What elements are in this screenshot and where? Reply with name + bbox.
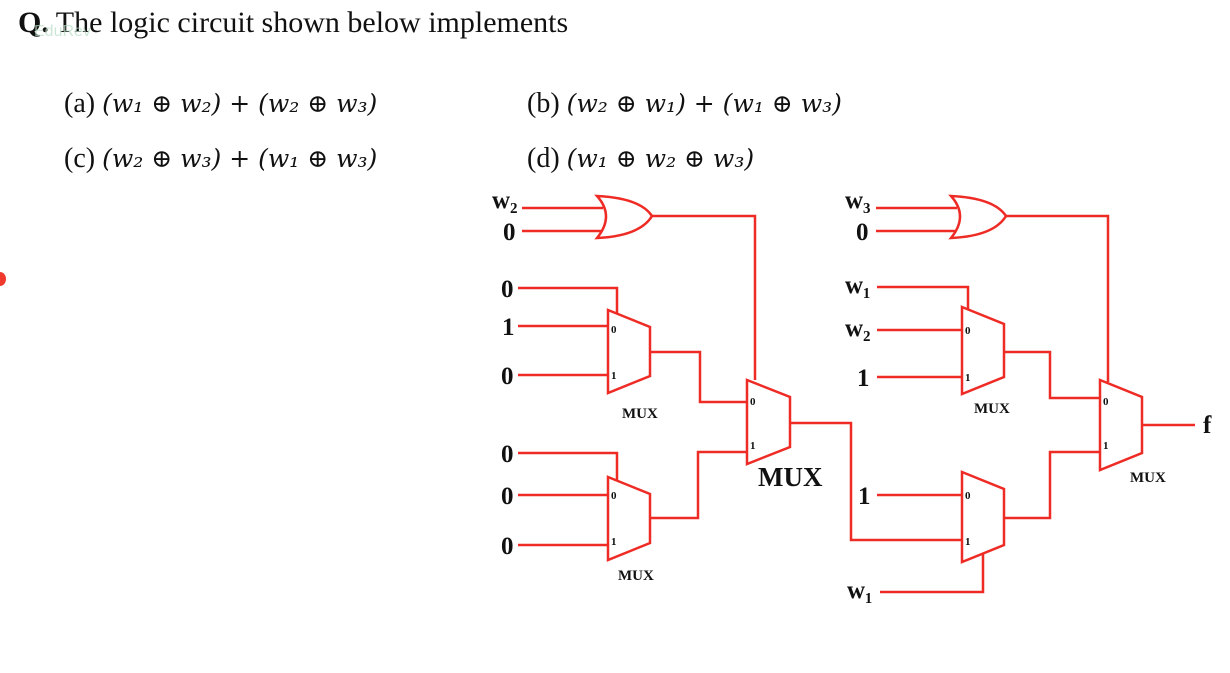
- option-b-key: (b): [527, 88, 560, 119]
- question: Q. The logic circuit shown below impleme…: [18, 6, 568, 40]
- pin-labels: 0 1 0 1 0 1 0 1 0 1 0 1: [611, 324, 1109, 548]
- option-a-key: (a): [64, 88, 96, 119]
- input-muxD-in1: 1: [857, 365, 870, 392]
- input-muxE-in0: 1: [858, 483, 871, 510]
- mux-labels: MUX MUX MUX MUX MUX: [618, 401, 1166, 584]
- wires: [518, 206, 1195, 594]
- wire-muxB-out: [650, 450, 747, 520]
- input-muxA-sel: 0: [501, 276, 514, 303]
- mux-c-pin1: 1: [750, 440, 756, 452]
- wire-or2-out: [1006, 214, 1110, 382]
- mux-f-pin0: 0: [1103, 396, 1109, 408]
- wire-muxB-sel: [518, 451, 619, 482]
- mux-d-pin1: 1: [965, 372, 971, 384]
- mux-a-label: MUX: [622, 406, 658, 422]
- option-b[interactable]: (b) (w₂ ⊕ w₁) + (w₁ ⊕ w₃): [527, 88, 842, 120]
- input-or2-b: 0: [856, 219, 869, 246]
- input-or1-a: w₂: [492, 187, 518, 214]
- input-muxD-in0: w₂: [845, 315, 871, 342]
- input-muxD-sel: w₁: [845, 272, 871, 299]
- or-gate-2: [948, 194, 1008, 240]
- mux-a-pin0: 0: [611, 324, 617, 336]
- wire-muxA-out: [650, 350, 747, 404]
- wire-muxE-sel: [880, 552, 985, 594]
- option-a[interactable]: (a) (w₁ ⊕ w₂) + (w₂ ⊕ w₃): [64, 88, 377, 120]
- watermark: EduRev: [34, 23, 91, 40]
- mux-b-pin1: 1: [611, 536, 617, 548]
- option-b-expression: (w₂ ⊕ w₁) + (w₁ ⊕ w₃): [566, 89, 842, 118]
- mux-e-pin0: 0: [965, 490, 971, 502]
- wire-muxE-out: [1004, 450, 1100, 520]
- mux-a: [606, 308, 652, 395]
- input-muxB-in1: 0: [501, 533, 514, 560]
- output-label: f: [1203, 412, 1212, 439]
- wire-muxC-out: [790, 421, 962, 542]
- mux-c: [745, 378, 792, 466]
- mux-e-pin1: 1: [965, 536, 971, 548]
- mux-c-label: MUX: [758, 462, 823, 492]
- input-muxB-in0: 0: [501, 483, 514, 510]
- input-or1-b: 0: [503, 219, 516, 246]
- mux-d-label: MUX: [974, 401, 1010, 417]
- wire-muxD-sel: [877, 285, 970, 315]
- mux-e: [960, 470, 1006, 564]
- mux-b-pin0: 0: [611, 490, 617, 502]
- input-or2-a: w₃: [845, 187, 871, 214]
- input-labels: w₂ 0 0 1 0 0 0 0 w₃ 0 w₁ w₂ 1 1 w₁ f: [492, 187, 1212, 604]
- or-gate-1: [594, 194, 654, 240]
- option-a-expression: (w₁ ⊕ w₂) + (w₂ ⊕ w₃): [102, 89, 378, 118]
- gates: [594, 194, 1144, 564]
- option-d-expression: (w₁ ⊕ w₂ ⊕ w₃): [566, 144, 755, 173]
- input-muxA-in1: 0: [501, 363, 514, 390]
- question-text: The logic circuit shown below implements: [48, 6, 569, 39]
- mux-d-pin0: 0: [965, 325, 971, 337]
- question-number: Q.: [18, 6, 49, 39]
- marker-dot: [0, 272, 6, 286]
- option-d-key: (d): [527, 143, 560, 174]
- wire-or1-out: [652, 214, 757, 380]
- input-muxE-sel: w₁: [847, 577, 873, 604]
- mux-f-label: MUX: [1130, 470, 1166, 486]
- option-c-expression: (w₂ ⊕ w₃) + (w₁ ⊕ w₃): [102, 144, 378, 173]
- input-muxB-sel: 0: [501, 441, 514, 468]
- option-c[interactable]: (c) (w₂ ⊕ w₃) + (w₁ ⊕ w₃): [64, 143, 377, 175]
- wire-muxA-sel: [518, 286, 619, 318]
- mux-f: [1098, 378, 1144, 472]
- mux-d: [960, 305, 1006, 396]
- mux-b-label: MUX: [618, 568, 654, 584]
- wire-muxD-out: [1004, 350, 1100, 400]
- input-muxA-in0: 1: [502, 314, 515, 341]
- mux-a-pin1: 1: [611, 370, 617, 382]
- mux-c-pin0: 0: [750, 396, 756, 408]
- option-d[interactable]: (d) (w₁ ⊕ w₂ ⊕ w₃): [527, 143, 754, 175]
- mux-f-pin1: 1: [1103, 440, 1109, 452]
- option-c-key: (c): [64, 143, 96, 174]
- mux-b: [606, 475, 652, 562]
